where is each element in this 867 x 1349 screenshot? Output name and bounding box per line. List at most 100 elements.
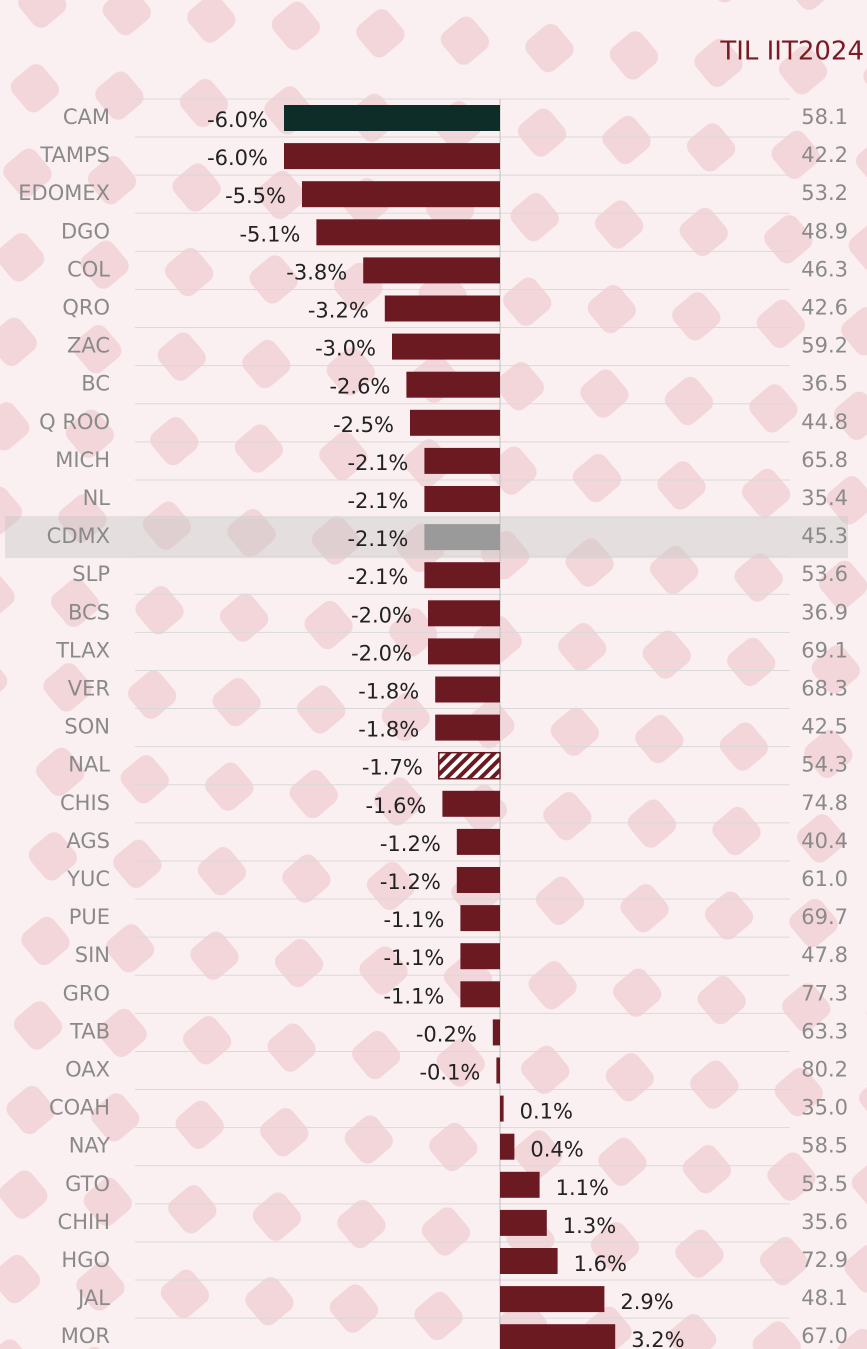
value-label: -1.7% <box>362 756 423 780</box>
side-value: 47.8 <box>801 943 848 967</box>
category-label: AGS <box>66 829 110 853</box>
side-value: 54.3 <box>801 753 848 777</box>
side-value: 45.3 <box>801 524 848 548</box>
value-label: -1.8% <box>358 718 419 742</box>
value-label: -2.5% <box>333 413 394 437</box>
side-value: 35.0 <box>801 1096 848 1120</box>
category-label: ZAC <box>67 334 110 358</box>
bar <box>500 1286 604 1312</box>
bar <box>460 943 500 969</box>
category-label: NL <box>83 486 111 510</box>
chart: -6.0%-6.0%-5.5%-5.1%-3.8%-3.2%-3.0%-2.6%… <box>0 0 867 1349</box>
side-value: 35.6 <box>801 1210 848 1234</box>
side-value: 35.4 <box>801 486 848 510</box>
category-label: MOR <box>61 1324 110 1348</box>
value-label: -2.0% <box>351 603 412 627</box>
side-value: 53.2 <box>801 181 848 205</box>
bar <box>284 143 500 169</box>
bar <box>442 791 500 817</box>
side-value: 68.3 <box>801 677 848 701</box>
category-label: Q ROO <box>39 410 110 434</box>
side-value: 80.2 <box>801 1058 848 1082</box>
value-label: -1.8% <box>358 680 419 704</box>
value-label: -1.1% <box>383 946 444 970</box>
value-label: 1.6% <box>574 1252 627 1276</box>
value-label: 2.9% <box>620 1290 673 1314</box>
side-value: 44.8 <box>801 410 848 434</box>
value-label: -1.1% <box>383 908 444 932</box>
bar <box>500 1248 558 1274</box>
category-label: DGO <box>61 219 110 243</box>
bar <box>363 257 500 283</box>
category-label: QRO <box>62 296 110 320</box>
side-value: 53.6 <box>801 562 848 586</box>
bar <box>500 1134 514 1160</box>
category-label: CHIH <box>58 1210 110 1234</box>
bar <box>302 181 500 207</box>
bar <box>500 1324 615 1349</box>
side-value: 53.5 <box>801 1172 848 1196</box>
category-label: SLP <box>72 562 110 586</box>
bar <box>385 296 500 322</box>
side-value: 48.1 <box>801 1286 848 1310</box>
category-label: TAB <box>69 1019 110 1043</box>
category-label: GTO <box>65 1172 110 1196</box>
value-label: 0.4% <box>530 1138 583 1162</box>
bar <box>435 677 500 703</box>
value-label: -2.6% <box>329 375 390 399</box>
bar <box>435 715 500 741</box>
value-label: -0.2% <box>416 1022 477 1046</box>
value-label: -1.1% <box>383 984 444 1008</box>
bar <box>493 1019 500 1045</box>
value-label: -2.1% <box>347 565 408 589</box>
bar <box>424 448 500 474</box>
bar <box>410 410 500 436</box>
value-label: -1.6% <box>365 794 426 818</box>
side-value: 65.8 <box>801 448 848 472</box>
value-label: 3.2% <box>631 1328 684 1349</box>
side-value: 69.7 <box>801 905 848 929</box>
category-label: VER <box>68 677 110 701</box>
bar <box>500 1210 547 1236</box>
side-value: 40.4 <box>801 829 848 853</box>
value-label: -2.1% <box>347 451 408 475</box>
side-value: 58.1 <box>801 105 848 129</box>
side-value: 36.5 <box>801 372 848 396</box>
value-label: -3.2% <box>308 299 369 323</box>
bar <box>316 219 500 245</box>
bar <box>284 105 500 131</box>
bar <box>406 372 500 398</box>
bar <box>460 905 500 931</box>
bar <box>500 1172 540 1198</box>
value-label: -2.0% <box>351 641 412 665</box>
side-value: 58.5 <box>801 1134 848 1158</box>
column-header: TIL IIT2024 <box>719 37 864 67</box>
side-value: 36.9 <box>801 600 848 624</box>
category-label: BC <box>81 372 110 396</box>
category-label: SIN <box>75 943 110 967</box>
side-value: 72.9 <box>801 1248 848 1272</box>
value-label: 1.3% <box>563 1214 616 1238</box>
side-value: 74.8 <box>801 791 848 815</box>
value-label: -3.8% <box>286 260 347 284</box>
bar <box>457 867 500 893</box>
category-label: OAX <box>65 1058 110 1082</box>
value-label: -3.0% <box>315 337 376 361</box>
side-value: 61.0 <box>801 867 848 891</box>
bar <box>428 638 500 664</box>
bar <box>496 1058 500 1084</box>
category-label: CDMX <box>47 524 110 548</box>
side-value: 67.0 <box>801 1324 848 1348</box>
value-label: -0.1% <box>419 1061 480 1085</box>
side-value: 48.9 <box>801 219 848 243</box>
value-label: -6.0% <box>207 108 268 132</box>
value-label: -1.2% <box>380 832 441 856</box>
side-value: 42.6 <box>801 296 848 320</box>
category-label: CHIS <box>60 791 110 815</box>
side-value: 42.2 <box>801 143 848 167</box>
category-label: MICH <box>55 448 110 472</box>
bar <box>424 486 500 512</box>
side-value: 42.5 <box>801 715 848 739</box>
category-label: JAL <box>76 1286 110 1310</box>
bar <box>457 829 500 855</box>
